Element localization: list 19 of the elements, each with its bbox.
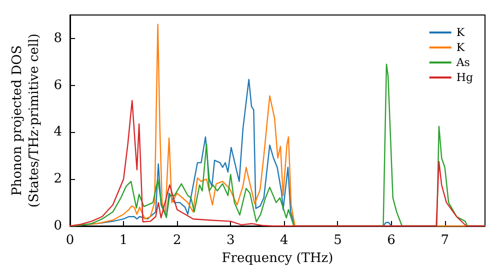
- y-tick-label: 6: [54, 78, 62, 93]
- y-axis-title: Phonon projected DOS (States/THz·primitive cell): [10, 33, 42, 208]
- y-tick-label: 8: [54, 30, 62, 46]
- legend-label: Hg: [456, 71, 474, 84]
- x-tick-label: 4: [280, 233, 288, 248]
- x-tick-label: 3: [226, 233, 235, 248]
- legend-label: As: [455, 56, 470, 69]
- x-axis-title: Frequency (THz): [222, 251, 334, 266]
- y-tick-label: 4: [54, 124, 62, 140]
- x-tick-label: 7: [440, 233, 449, 248]
- x-tick-label: 5: [334, 233, 342, 248]
- legend-label: K: [456, 26, 466, 39]
- y-tick-label: 2: [54, 172, 62, 187]
- x-tick-label: 1: [119, 233, 128, 248]
- x-tick-label: 0: [66, 233, 74, 248]
- x-tick-label: 6: [387, 233, 396, 248]
- legend-label: K: [456, 41, 466, 54]
- x-tick-label: 2: [172, 233, 182, 248]
- y-tick-label: 0: [54, 218, 62, 234]
